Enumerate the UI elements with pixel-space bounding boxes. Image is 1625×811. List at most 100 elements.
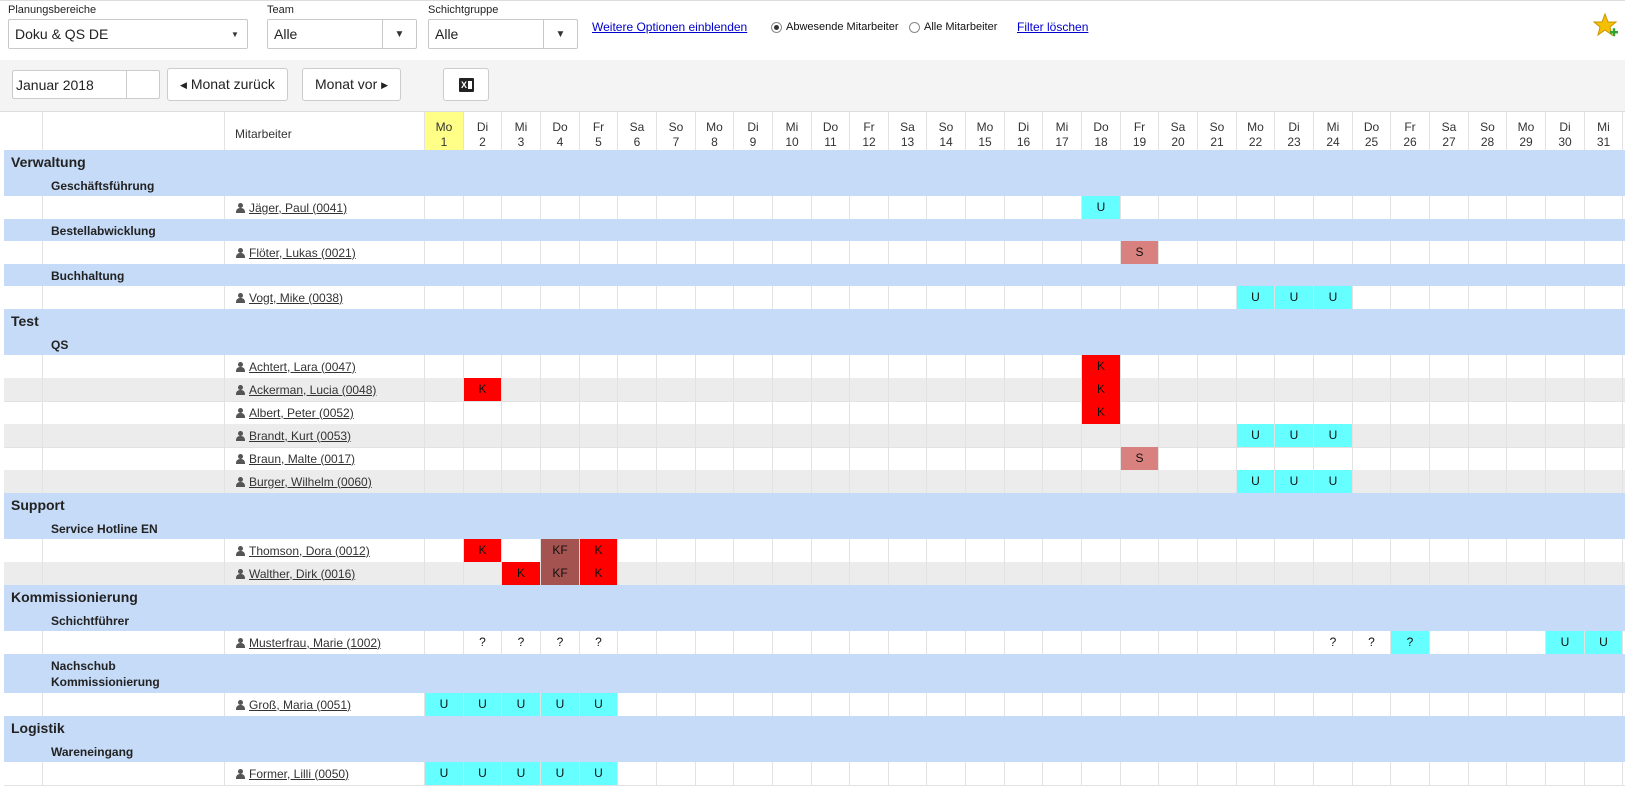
day-cell[interactable] <box>1314 447 1353 470</box>
day-cell[interactable] <box>1237 693 1275 716</box>
day-cell[interactable] <box>734 355 773 378</box>
day-cell[interactable] <box>734 762 773 785</box>
day-cell[interactable] <box>1121 286 1159 309</box>
day-cell[interactable] <box>1430 447 1469 470</box>
day-cell[interactable] <box>1121 470 1159 493</box>
day-cell[interactable] <box>1353 401 1391 424</box>
day-cell[interactable] <box>502 241 541 264</box>
day-cell[interactable] <box>1198 762 1237 785</box>
day-cell[interactable] <box>812 447 850 470</box>
day-cell[interactable] <box>1469 401 1507 424</box>
employee-name-link[interactable]: Former, Lilli (0050) <box>235 762 349 785</box>
next-month-button[interactable]: Monat vor ▶ <box>302 68 402 101</box>
day-cell[interactable] <box>502 424 541 447</box>
employee-name-link[interactable]: Groß, Maria (0051) <box>235 693 351 716</box>
day-cell[interactable] <box>1546 355 1585 378</box>
day-cell[interactable] <box>773 401 812 424</box>
day-cell[interactable] <box>580 378 618 401</box>
day-cell[interactable] <box>1353 470 1391 493</box>
day-cell[interactable] <box>1198 562 1237 585</box>
day-cell[interactable] <box>773 355 812 378</box>
absence-cell[interactable]: S <box>1121 447 1159 470</box>
day-cell[interactable] <box>1198 447 1237 470</box>
day-cell[interactable] <box>618 378 657 401</box>
day-cell[interactable] <box>696 539 734 562</box>
absence-cell[interactable]: U <box>1237 424 1275 447</box>
day-cell[interactable] <box>1430 762 1469 785</box>
day-cell[interactable] <box>850 693 889 716</box>
day-cell[interactable] <box>1275 196 1314 219</box>
day-cell[interactable] <box>580 196 618 219</box>
day-cell[interactable] <box>1043 470 1082 493</box>
day-cell[interactable] <box>1237 241 1275 264</box>
day-cell[interactable] <box>1314 241 1353 264</box>
day-cell[interactable] <box>1507 378 1546 401</box>
day-cell[interactable] <box>1353 562 1391 585</box>
absence-cell[interactable]: U <box>1275 470 1314 493</box>
day-cell[interactable] <box>1507 424 1546 447</box>
day-cell[interactable] <box>502 355 541 378</box>
day-cell[interactable] <box>1353 355 1391 378</box>
day-cell[interactable] <box>696 693 734 716</box>
day-cell[interactable] <box>657 286 696 309</box>
employee-name-link[interactable]: Brandt, Kurt (0053) <box>235 424 351 447</box>
day-cell[interactable] <box>1198 693 1237 716</box>
day-cell[interactable] <box>1391 355 1430 378</box>
day-cell[interactable] <box>1391 286 1430 309</box>
day-cell[interactable] <box>464 196 502 219</box>
day-cell[interactable] <box>618 196 657 219</box>
day-cell[interactable] <box>1121 401 1159 424</box>
day-cell[interactable] <box>657 539 696 562</box>
day-cell[interactable] <box>657 470 696 493</box>
day-cell[interactable] <box>1546 562 1585 585</box>
day-cell[interactable] <box>1353 241 1391 264</box>
day-cell[interactable] <box>1198 631 1237 654</box>
day-cell[interactable] <box>1275 447 1314 470</box>
day-cell[interactable] <box>425 424 464 447</box>
day-cell[interactable] <box>1546 401 1585 424</box>
day-cell[interactable] <box>1198 539 1237 562</box>
day-cell[interactable] <box>734 447 773 470</box>
day-cell[interactable] <box>773 241 812 264</box>
day-cell[interactable] <box>1585 355 1623 378</box>
day-cell[interactable] <box>850 401 889 424</box>
day-cell[interactable] <box>1507 286 1546 309</box>
day-cell[interactable] <box>696 562 734 585</box>
day-cell[interactable] <box>966 241 1005 264</box>
day-cell[interactable] <box>773 631 812 654</box>
day-cell[interactable] <box>464 401 502 424</box>
day-cell[interactable] <box>1353 378 1391 401</box>
day-cell[interactable] <box>1198 355 1237 378</box>
day-cell[interactable] <box>1314 378 1353 401</box>
day-cell[interactable] <box>1507 562 1546 585</box>
day-cell[interactable] <box>1005 631 1043 654</box>
day-cell[interactable] <box>1159 355 1198 378</box>
day-cell[interactable] <box>734 631 773 654</box>
day-cell[interactable] <box>1043 762 1082 785</box>
day-cell[interactable] <box>618 762 657 785</box>
day-cell[interactable] <box>657 355 696 378</box>
day-cell[interactable] <box>502 470 541 493</box>
day-cell[interactable] <box>696 631 734 654</box>
day-cell[interactable] <box>1198 424 1237 447</box>
day-cell[interactable] <box>850 631 889 654</box>
day-cell[interactable] <box>927 470 966 493</box>
day-cell[interactable] <box>1469 693 1507 716</box>
day-cell[interactable] <box>1546 539 1585 562</box>
absence-cell[interactable]: K <box>580 539 618 562</box>
day-cell[interactable] <box>696 378 734 401</box>
day-cell[interactable] <box>927 631 966 654</box>
day-cell[interactable] <box>1121 196 1159 219</box>
day-cell[interactable] <box>1275 241 1314 264</box>
day-cell[interactable] <box>1469 762 1507 785</box>
day-cell[interactable] <box>502 196 541 219</box>
day-cell[interactable] <box>541 447 580 470</box>
day-cell[interactable] <box>1430 631 1469 654</box>
day-cell[interactable] <box>1546 447 1585 470</box>
day-cell[interactable] <box>734 378 773 401</box>
absence-cell[interactable]: U <box>1237 470 1275 493</box>
day-cell[interactable] <box>812 424 850 447</box>
absence-cell[interactable]: ? <box>1391 631 1430 654</box>
absence-cell[interactable]: ? <box>580 631 618 654</box>
day-cell[interactable] <box>1043 631 1082 654</box>
